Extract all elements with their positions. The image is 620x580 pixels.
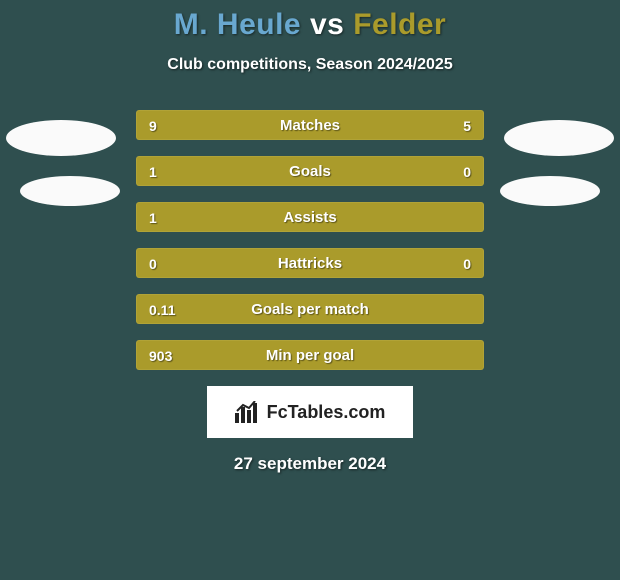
stat-row: 0.11Goals per match [136,294,484,324]
title-player1: M. Heule [174,8,301,41]
fctables-logo: FcTables.com [207,386,413,438]
stat-label: Matches [137,111,483,140]
player1-avatar-top [6,120,116,156]
title-vs: vs [310,8,344,41]
stat-label: Goals [137,157,483,186]
stat-row: 903Min per goal [136,340,484,370]
stat-row: 00Hattricks [136,248,484,278]
comparison-card: M. Heule vs Felder Club competitions, Se… [0,0,620,580]
stat-row: 1Assists [136,202,484,232]
subtitle: Club competitions, Season 2024/2025 [0,56,620,74]
chart-icon [235,401,261,423]
player2-avatar-top [504,120,614,156]
player2-avatar-bottom [500,176,600,206]
date-text: 27 september 2024 [0,454,620,474]
stat-label: Goals per match [137,295,483,324]
stat-bars: 95Matches 10Goals 1Assists 00Hattricks 0.11G… [136,110,484,370]
stat-label: Hattricks [137,249,483,278]
stat-row: 95Matches [136,110,484,140]
player1-avatar-bottom [20,176,120,206]
title-player2: Felder [353,8,446,41]
stat-label: Min per goal [137,341,483,370]
stat-row: 10Goals [136,156,484,186]
logo-text: FcTables.com [267,402,386,423]
title: M. Heule vs Felder [0,8,620,42]
stat-label: Assists [137,203,483,232]
